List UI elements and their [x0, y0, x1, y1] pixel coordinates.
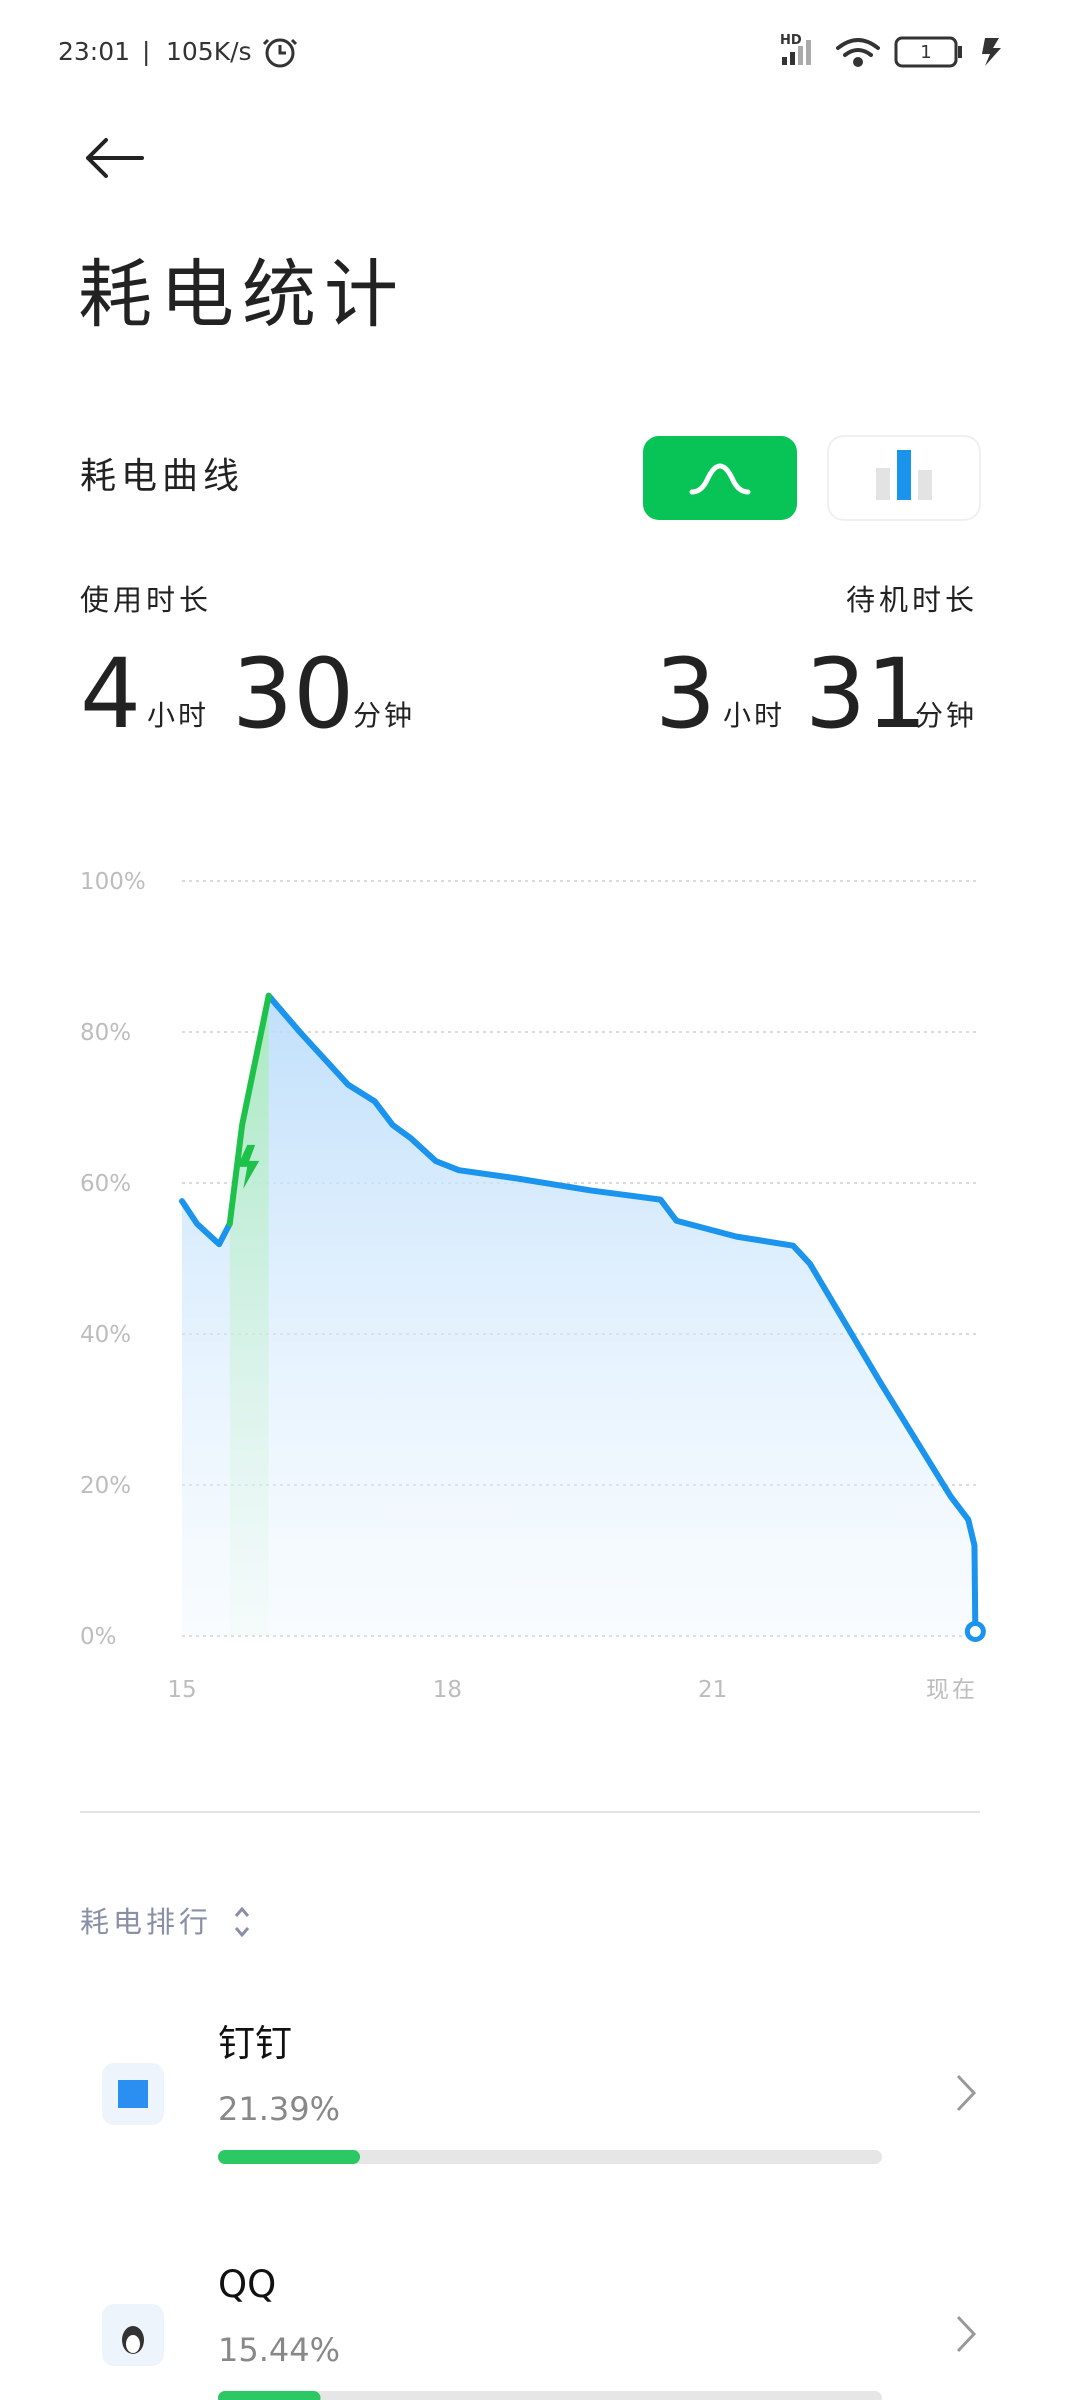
net-speed: 105K/s	[166, 37, 252, 66]
app-icon	[118, 2080, 148, 2108]
y-tick-label: 40%	[80, 1322, 131, 1348]
usage-hours: 4	[80, 638, 141, 750]
y-tick-label: 60%	[80, 1171, 131, 1197]
line	[179, 992, 979, 1635]
bar-icon	[897, 450, 911, 500]
battery-icon: 1	[894, 36, 962, 68]
back-button[interactable]	[86, 138, 144, 178]
charging-icon	[982, 38, 1001, 66]
separator: |	[142, 37, 150, 66]
battery-level: 1	[920, 42, 931, 63]
chevron[interactable]	[956, 2315, 977, 2353]
bar-icon	[918, 470, 932, 500]
usage-minutes: 30	[232, 638, 354, 750]
standby-minutes: 31	[805, 638, 927, 750]
ranking-title[interactable]: 耗电排行	[80, 1905, 212, 1939]
area-fill	[182, 995, 976, 1636]
y-tick-label: 80%	[80, 1020, 131, 1046]
progress-track	[218, 2391, 882, 2400]
x-tick-label: 18	[433, 1677, 462, 1703]
curve-toggle[interactable]	[643, 436, 797, 520]
chart: 0% 20% 40% 60% 80% 100% 15 18 21 现在	[80, 869, 986, 1703]
app-row[interactable]: 钉钉 21.39%	[102, 2022, 977, 2164]
progress-bar	[218, 2391, 321, 2400]
app-name: QQ	[218, 2263, 276, 2306]
charging-bolt	[237, 1144, 260, 1189]
wifi-icon	[836, 38, 880, 67]
toggle-bg[interactable]	[643, 436, 797, 520]
bar-icon	[876, 468, 890, 500]
section-label: 耗电曲线	[80, 456, 244, 497]
line	[226, 992, 272, 1227]
app-row[interactable]: QQ 15.44%	[102, 2263, 977, 2400]
unit: 小时	[723, 699, 785, 732]
signal-icon: HD	[780, 33, 811, 65]
x-tick-label: 15	[167, 1677, 196, 1703]
curve-icon	[689, 463, 751, 495]
standby-hours: 3	[655, 638, 716, 750]
app-percent: 15.44%	[218, 2331, 340, 2369]
alarm-icon	[262, 38, 298, 68]
app-name: 钉钉	[218, 2022, 292, 2065]
bar-toggle[interactable]	[827, 435, 981, 521]
y-tick-label: 100%	[80, 869, 146, 895]
usage-label: 使用时长	[80, 583, 212, 617]
app-icon	[126, 2335, 140, 2353]
standby-label: 待机时长	[846, 583, 978, 617]
progress-bar	[218, 2150, 361, 2164]
y-tick-label: 20%	[80, 1473, 131, 1499]
y-tick-label: 0%	[80, 1624, 117, 1650]
ranking-sort[interactable]: 耗电排行	[80, 1905, 250, 1939]
unit: 分钟	[353, 699, 415, 732]
sort-icon[interactable]	[234, 1906, 250, 1938]
app-percent: 21.39%	[218, 2090, 340, 2128]
unit: 分钟	[915, 699, 977, 732]
app-list: 钉钉 21.39% QQ 15.44%	[102, 2022, 977, 2400]
hd-label: HD	[780, 33, 802, 48]
page-title: 耗电统计	[78, 252, 406, 338]
x-tick-label: 现在	[926, 1677, 978, 1703]
end-point	[964, 1620, 986, 1642]
progress-track	[218, 2150, 882, 2164]
clock: 23:01	[58, 37, 130, 66]
unit: 小时	[147, 699, 209, 732]
chevron[interactable]	[956, 2074, 977, 2112]
x-tick-label: 21	[698, 1677, 727, 1703]
